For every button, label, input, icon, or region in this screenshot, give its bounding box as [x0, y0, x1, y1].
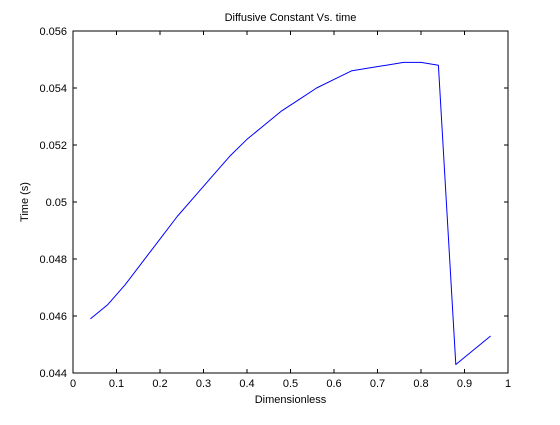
y-tick-label: 0.052 — [39, 140, 67, 152]
y-axis-title: Time (s) — [19, 182, 31, 222]
x-tick-label: 0.8 — [413, 378, 428, 390]
x-tick-label: 0.4 — [239, 378, 254, 390]
x-tick-label: 0.6 — [326, 378, 341, 390]
x-axis-ticks: 0 0.1 0.2 0.3 0.4 0.5 0.6 0.7 0.8 0.9 1 — [70, 31, 511, 390]
x-tick-label: 0.9 — [457, 378, 472, 390]
y-axis-ticks: 0.044 0.046 0.048 0.05 0.052 0.054 0.056 — [39, 26, 508, 380]
y-tick-label: 0.054 — [39, 83, 67, 95]
x-tick-label: 0.7 — [370, 378, 385, 390]
chart-title: Diffusive Constant Vs. time — [225, 12, 357, 24]
x-tick-label: 0.1 — [109, 378, 124, 390]
x-axis-title: Dimensionless — [255, 394, 327, 406]
series-line-0 — [90, 61, 491, 365]
y-tick-label: 0.046 — [39, 311, 67, 323]
y-tick-label: 0.044 — [39, 368, 67, 380]
x-tick-label: 0 — [70, 378, 76, 390]
y-tick-label: 0.056 — [39, 26, 67, 38]
x-tick-label: 0.2 — [152, 378, 167, 390]
x-tick-label: 0.5 — [283, 378, 298, 390]
x-tick-label: 0.3 — [196, 378, 211, 390]
y-tick-label: 0.05 — [46, 197, 67, 209]
x-tick-label: 1 — [505, 378, 511, 390]
series-group — [90, 61, 491, 365]
plot-area — [72, 30, 509, 374]
y-tick-label: 0.048 — [39, 254, 67, 266]
